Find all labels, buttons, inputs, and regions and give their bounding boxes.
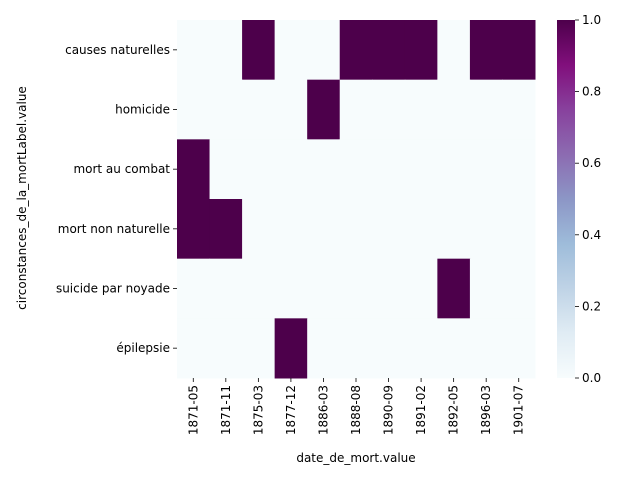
colorbar xyxy=(557,20,575,378)
heatmap-cell xyxy=(242,199,276,260)
x-tick-label: 1896-03 xyxy=(479,385,493,435)
heatmap-cell xyxy=(339,318,373,379)
heatmap-cell xyxy=(307,199,341,260)
heatmap-cell xyxy=(437,20,471,81)
heatmap-cell xyxy=(502,318,536,379)
heatmap-cell xyxy=(242,258,276,319)
heatmap-cell xyxy=(339,258,373,319)
heatmap-cell xyxy=(274,258,308,319)
heatmap-cell xyxy=(177,199,211,260)
x-tick-label: 1901-07 xyxy=(512,385,526,435)
heatmap-cell xyxy=(437,139,471,200)
heatmap-cell xyxy=(502,139,536,200)
heatmap-cell xyxy=(209,139,243,200)
y-tick-label: mort non naturelle xyxy=(58,222,170,236)
heatmap-cell xyxy=(469,318,503,379)
colorbar-tick-label: 0.0 xyxy=(582,371,601,385)
heatmap-cell xyxy=(502,20,536,81)
heatmap-cell xyxy=(437,79,471,140)
heatmap-cell xyxy=(469,258,503,319)
heatmap-cell xyxy=(274,79,308,140)
heatmap-cell xyxy=(404,20,438,81)
heatmap-cell xyxy=(242,139,276,200)
heatmap-cell xyxy=(469,20,503,81)
x-tick-label: 1877-12 xyxy=(284,385,298,435)
y-tick-label: suicide par noyade xyxy=(56,282,170,296)
heatmap-cell xyxy=(307,258,341,319)
y-tick-label: causes naturelles xyxy=(65,43,170,57)
x-tick-label: 1891-02 xyxy=(414,385,428,435)
x-tick-label: 1886-03 xyxy=(316,385,330,435)
colorbar-tick-label: 0.2 xyxy=(582,299,601,313)
heatmap-cells xyxy=(177,20,536,379)
heatmap-cell xyxy=(242,20,276,81)
y-axis-label: circonstances_de_la_mortLabel.value xyxy=(15,86,29,310)
heatmap-cell xyxy=(372,199,406,260)
heatmap-cell xyxy=(209,20,243,81)
heatmap-cell xyxy=(339,199,373,260)
colorbar-tick-label: 1.0 xyxy=(582,13,601,27)
heatmap-cell xyxy=(437,199,471,260)
heatmap-cell xyxy=(274,20,308,81)
heatmap-cell xyxy=(209,199,243,260)
heatmap-cell xyxy=(404,79,438,140)
heatmap-cell xyxy=(372,318,406,379)
x-tick-label: 1871-05 xyxy=(186,385,200,435)
heatmap-cell xyxy=(372,20,406,81)
heatmap-cell xyxy=(242,318,276,379)
heatmap-cell xyxy=(177,318,211,379)
heatmap-cell xyxy=(372,139,406,200)
heatmap-cell xyxy=(274,318,308,379)
heatmap-cell xyxy=(339,139,373,200)
heatmap-cell xyxy=(242,79,276,140)
heatmap-cell xyxy=(502,258,536,319)
heatmap-cell xyxy=(274,139,308,200)
heatmap-cell xyxy=(177,20,211,81)
x-tick-label: 1871-11 xyxy=(219,385,233,435)
heatmap-cell xyxy=(339,79,373,140)
y-tick-label: mort au combat xyxy=(73,162,170,176)
colorbar-tick-label: 0.6 xyxy=(582,156,601,170)
x-tick-label: 1890-09 xyxy=(382,385,396,435)
x-axis-ticks: 1871-05 1871-11 1875-03 1877-12 1886-03 1888-… xyxy=(186,378,526,435)
heatmap-cell xyxy=(469,139,503,200)
heatmap-cell xyxy=(469,79,503,140)
x-tick-label: 1888-08 xyxy=(349,385,363,435)
x-tick-label: 1875-03 xyxy=(251,385,265,435)
heatmap-cell xyxy=(404,199,438,260)
y-tick-label: homicide xyxy=(115,103,170,117)
x-axis-label: date_de_mort.value xyxy=(296,451,415,465)
heatmap-cell xyxy=(404,139,438,200)
heatmap-cell xyxy=(177,258,211,319)
heatmap-cell xyxy=(209,318,243,379)
heatmap-cell xyxy=(502,79,536,140)
heatmap-cell xyxy=(274,199,308,260)
heatmap-cell xyxy=(404,258,438,319)
heatmap-cell xyxy=(307,139,341,200)
heatmap-cell xyxy=(404,318,438,379)
y-tick-label: épilepsie xyxy=(116,341,170,355)
colorbar-tick-label: 0.8 xyxy=(582,85,601,99)
heatmap-cell xyxy=(177,139,211,200)
heatmap-cell xyxy=(437,258,471,319)
colorbar-tick-label: 0.4 xyxy=(582,228,601,242)
heatmap-cell xyxy=(372,79,406,140)
heatmap-cell xyxy=(209,258,243,319)
heatmap-cell xyxy=(469,199,503,260)
heatmap-cell xyxy=(307,79,341,140)
colorbar-gradient xyxy=(557,20,575,378)
heatmap-cell xyxy=(307,318,341,379)
heatmap-cell xyxy=(339,20,373,81)
heatmap-cell xyxy=(209,79,243,140)
heatmap-cell xyxy=(437,318,471,379)
heatmap-cell xyxy=(307,20,341,81)
colorbar-ticks: 0.0 0.2 0.4 0.6 0.8 1.0 xyxy=(575,13,601,385)
heatmap-cell xyxy=(372,258,406,319)
y-axis-ticks: causes naturelles homicide mort au combat m… xyxy=(56,43,177,355)
x-tick-label: 1892-05 xyxy=(447,385,461,435)
heatmap-cell xyxy=(177,79,211,140)
heatmap-cell xyxy=(502,199,536,260)
